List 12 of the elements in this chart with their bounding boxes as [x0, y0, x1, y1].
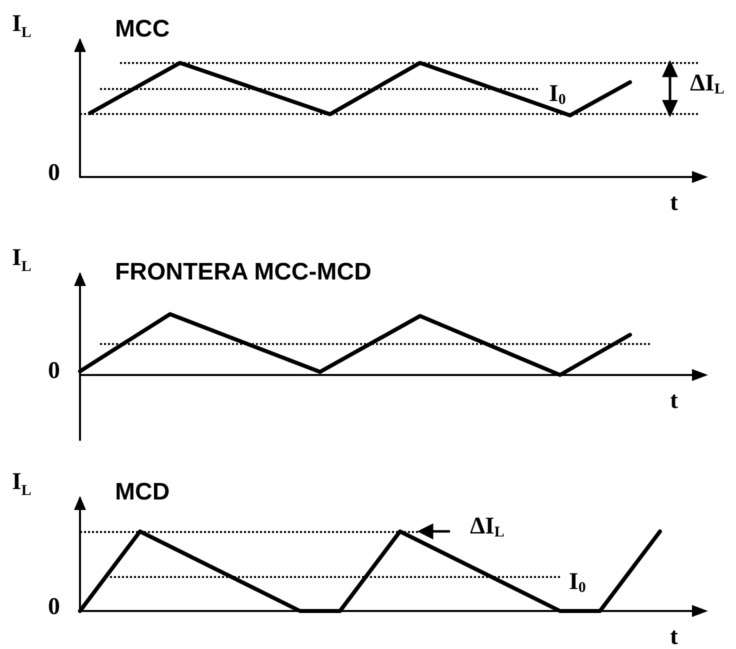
y-axis-title: I$_{L}$	[12, 245, 32, 275]
chart-title: FRONTERA MCC-MCD	[115, 258, 372, 286]
y-axis-title: I$_{L}$	[12, 469, 32, 499]
x-axis-title: t	[670, 190, 678, 216]
text: 0	[48, 358, 60, 384]
y-axis-title: I$_{L}$	[12, 11, 32, 41]
chart-title: MCD	[115, 478, 170, 506]
x-axis-title: t	[670, 388, 678, 414]
x-axis-title: t	[670, 624, 678, 649]
text: 0	[48, 160, 60, 186]
chart-title: MCC	[115, 16, 170, 42]
text: 0	[48, 594, 60, 620]
